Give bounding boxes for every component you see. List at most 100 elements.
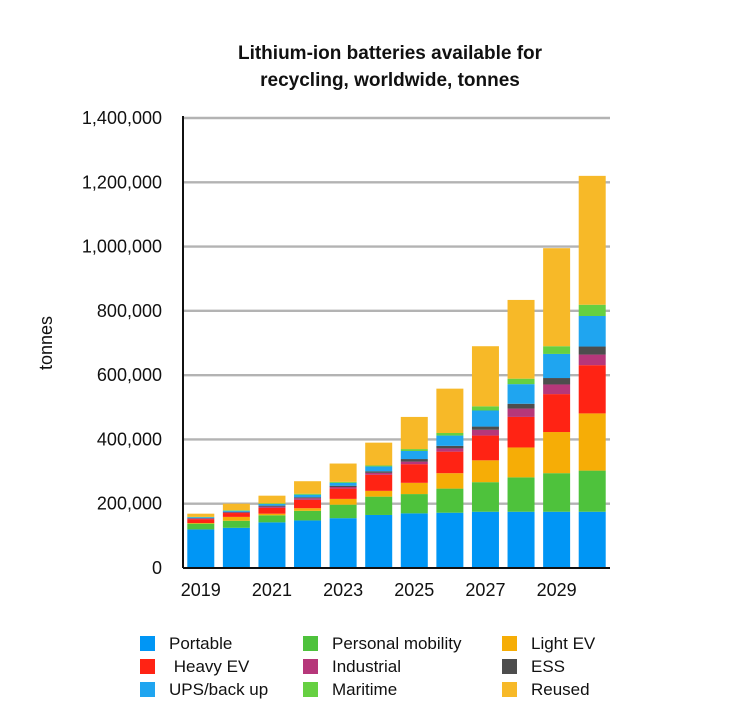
chart-title: Lithium-ion batteries available for recy… (150, 40, 630, 94)
bar-segment-2021-portable (258, 522, 286, 568)
chart-title-line-1: Lithium-ion batteries available for (237, 43, 543, 64)
bar-segment-2022-ess (294, 497, 322, 499)
bar-segment-2024-light-ev (365, 490, 393, 497)
bar-segment-2024-portable (365, 514, 393, 568)
bar-segment-2024-maritime (365, 465, 393, 467)
bar-segment-2024-industrial (365, 472, 393, 475)
bar-segment-2019-reused (187, 513, 215, 517)
y-axis-ticks: 0 200,000 400,000 600,000 800,000 1,000,000 1,… (82, 108, 162, 578)
legend-item-light-ev: Light EV (502, 633, 595, 655)
bar-segment-2021-heavy-ev (258, 507, 286, 514)
x-tick-label: 2021 (252, 580, 292, 600)
bar-segment-2029-light-ev (543, 432, 571, 474)
x-tick-label: 2027 (465, 580, 505, 600)
legend-item-industrial: Industrial (303, 656, 401, 678)
bars (187, 175, 606, 568)
bar-segment-2023-portable (329, 518, 357, 568)
x-tick-label: 2023 (323, 580, 363, 600)
bar-segment-2027-ess (471, 426, 499, 430)
bar-segment-2023-heavy-ev (329, 488, 357, 499)
bar-segment-2029-industrial (543, 384, 571, 395)
bar-segment-2029-heavy-ev (543, 394, 571, 433)
bar-segment-2023-ups-back-up (329, 482, 357, 486)
axes (182, 116, 610, 569)
bar-segment-2028-maritime (507, 378, 535, 385)
bar-segment-2027-industrial (471, 429, 499, 436)
bar-segment-2029-ess (543, 378, 571, 385)
bar-segment-2020-portable (222, 527, 250, 568)
bar-segment-2026-maritime (436, 433, 464, 436)
bar-segment-2025-portable (400, 513, 428, 568)
bar-segment-2022-industrial (294, 498, 322, 500)
bar-segment-2030-ess (578, 346, 606, 355)
bar-segment-2028-industrial (507, 408, 535, 417)
bar-segment-2025-ess (400, 459, 428, 462)
legend-item-portable: Portable (140, 633, 232, 655)
bar-segment-2029-maritime (543, 346, 571, 354)
bar-segment-2028-reused (507, 299, 535, 379)
x-tick-label: 2029 (537, 580, 577, 600)
bar-segment-2027-ups-back-up (471, 410, 499, 427)
bar-segment-2028-light-ev (507, 447, 535, 478)
bar-segment-2021-maritime (258, 503, 286, 505)
bar-segment-2025-maritime (400, 449, 428, 451)
bar-segment-2022-heavy-ev (294, 499, 322, 509)
bar-segment-2026-ess (436, 445, 464, 449)
legend-label: ESS (531, 657, 566, 676)
legend-label: Maritime (332, 680, 398, 699)
bar-segment-2022-maritime (294, 493, 322, 495)
legend-label: Light EV (531, 634, 596, 653)
bar-segment-2027-portable (471, 511, 499, 568)
bar-segment-2023-reused (329, 463, 357, 482)
bar-segment-2021-ups-back-up (258, 504, 286, 506)
legend-item-ups-back-up: UPS/back up (140, 679, 268, 701)
bar-segment-2021-industrial (258, 506, 286, 508)
bar-segment-2027-maritime (471, 406, 499, 411)
y-tick-label: 1,000,000 (82, 237, 162, 257)
bar-segment-2023-personal-mobility (329, 504, 357, 519)
bar-segment-2022-light-ev (294, 508, 322, 511)
legend-swatch (502, 682, 517, 697)
legend-label: Industrial (332, 657, 401, 676)
bar-segment-2019-personal-mobility (187, 523, 215, 530)
bar-segment-2023-ess (329, 485, 357, 487)
gridlines (183, 116, 610, 505)
bar-segment-2026-ups-back-up (436, 435, 464, 446)
y-axis-label: tonnes (36, 316, 56, 370)
y-tick-label: 800,000 (97, 301, 162, 321)
legend-swatch (140, 659, 155, 674)
bar-segment-2026-industrial (436, 448, 464, 452)
bar-segment-2021-ess (258, 505, 286, 507)
bar-segment-2024-reused (365, 442, 393, 466)
bar-segment-2029-personal-mobility (543, 473, 571, 512)
bar-segment-2022-ups-back-up (294, 494, 322, 498)
bar-segment-2029-ups-back-up (543, 353, 571, 379)
bar-segment-2020-personal-mobility (222, 520, 250, 528)
y-tick-label: 1,200,000 (82, 172, 162, 192)
bar-segment-2020-heavy-ev (222, 513, 250, 517)
bar-segment-2024-ups-back-up (365, 466, 393, 472)
bar-segment-2025-reused (400, 416, 428, 450)
bar-segment-2030-heavy-ev (578, 365, 606, 414)
legend-item-maritime: Maritime (303, 679, 397, 701)
bar-segment-2020-ess (222, 511, 250, 513)
bar-segment-2025-industrial (400, 461, 428, 465)
bar-segment-2030-maritime (578, 304, 606, 316)
bar-segment-2028-ups-back-up (507, 384, 535, 404)
bar-segment-2027-heavy-ev (471, 435, 499, 461)
bar-segment-2027-light-ev (471, 460, 499, 483)
bar-segment-2028-personal-mobility (507, 477, 535, 512)
bar-segment-2020-ups-back-up (222, 510, 250, 512)
legend-swatch (303, 659, 318, 674)
legend-item-personal-mobility: Personal mobility (303, 633, 461, 655)
bar-segment-2020-reused (222, 503, 250, 511)
bar-segment-2026-light-ev (436, 473, 464, 489)
bar-segment-2026-portable (436, 512, 464, 568)
bar-segment-2030-personal-mobility (578, 470, 606, 512)
bar-segment-2025-ups-back-up (400, 451, 428, 460)
bar-segment-2028-heavy-ev (507, 416, 535, 448)
bar-segment-2030-light-ev (578, 413, 606, 471)
bar-segment-2025-light-ev (400, 482, 428, 495)
bar-segment-2020-industrial (222, 512, 250, 514)
